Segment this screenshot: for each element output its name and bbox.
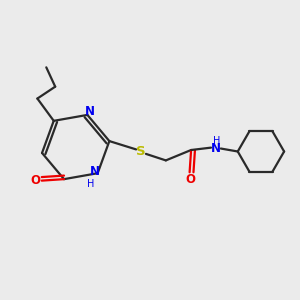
Text: H: H	[87, 178, 95, 189]
Text: N: N	[90, 165, 100, 178]
Text: S: S	[136, 145, 146, 158]
Text: O: O	[185, 173, 195, 186]
Text: N: N	[85, 105, 95, 118]
Text: N: N	[212, 142, 221, 155]
Text: H: H	[213, 136, 220, 146]
Text: O: O	[30, 174, 40, 187]
